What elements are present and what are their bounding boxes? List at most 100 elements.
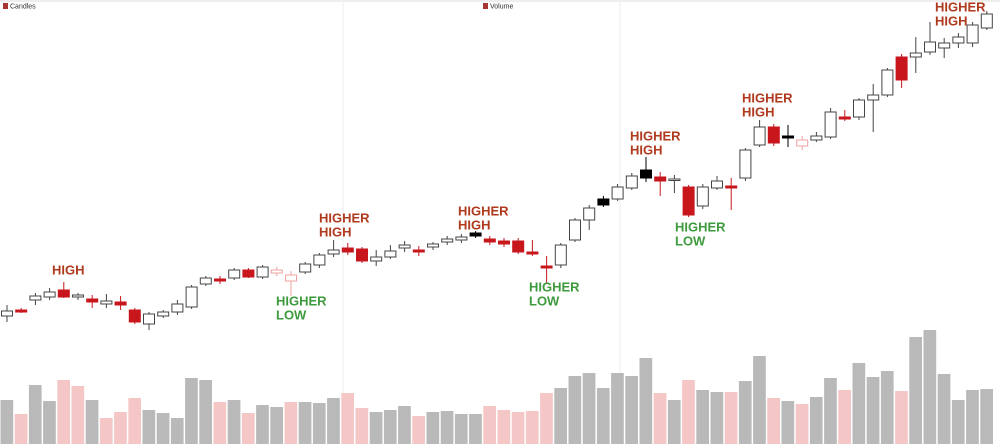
volume-bar <box>156 413 170 444</box>
volume-bar <box>469 414 482 444</box>
annotation: HIGHER <box>742 91 793 106</box>
volume-bar <box>14 414 28 444</box>
volume-bar <box>383 410 397 444</box>
annotation: HIGHER <box>319 211 370 226</box>
candle-body <box>384 250 397 258</box>
volume-bar <box>682 380 695 444</box>
candle-body <box>824 111 837 138</box>
volume-bar <box>809 397 823 444</box>
volume-bar <box>213 402 227 444</box>
volume-bar <box>568 376 582 444</box>
volume-bar <box>781 401 795 444</box>
candle-body <box>100 300 113 305</box>
annotation: LOW <box>276 308 307 323</box>
volume-bar <box>369 412 383 444</box>
candle-body <box>43 291 56 298</box>
annotation: LOW <box>529 294 560 309</box>
candle-body <box>767 126 780 144</box>
annotation: HIGH <box>458 218 491 233</box>
annotation: HIGHER <box>458 204 509 219</box>
candle-body <box>583 207 596 221</box>
volume-bar <box>398 406 411 444</box>
volume-bar <box>966 390 979 444</box>
annotation: HIGH <box>742 105 775 120</box>
volume-bar <box>298 402 312 444</box>
volume-bar <box>866 377 880 444</box>
volume-bar <box>838 390 851 444</box>
volume-bar <box>0 400 14 444</box>
candle-body <box>924 41 936 53</box>
volume-bar <box>724 392 738 444</box>
volume-bar <box>582 373 596 444</box>
volume-bar <box>937 374 951 444</box>
volume-bar <box>951 400 965 444</box>
candle-body <box>427 243 439 248</box>
candle-body <box>526 251 539 255</box>
candle-body <box>29 295 42 301</box>
volume-bar <box>852 363 866 444</box>
pane-icon <box>483 3 488 9</box>
annotation: HIGH <box>52 263 85 278</box>
volume-bar <box>114 412 127 444</box>
candle-body <box>356 248 368 262</box>
candle-body <box>57 289 70 298</box>
annotation: LOW <box>675 234 706 249</box>
candle-body <box>228 269 241 279</box>
volume-bar <box>980 389 993 444</box>
annotation: HIGHER <box>630 129 681 144</box>
candle-body <box>86 298 99 303</box>
volume-bar <box>909 337 922 444</box>
volume-bar <box>57 380 70 444</box>
candle-body <box>412 249 425 253</box>
volume-bar <box>710 392 724 444</box>
candle-body <box>256 266 269 278</box>
volume-bar <box>596 388 610 444</box>
candle-body <box>370 256 383 262</box>
candle-body <box>796 139 809 147</box>
volume-bar <box>28 385 42 444</box>
candle-body <box>895 56 908 81</box>
volume-bar <box>440 411 454 444</box>
candle-body <box>569 219 581 241</box>
candle-body <box>867 94 880 101</box>
candle-body <box>242 269 255 278</box>
candle-body <box>313 254 326 266</box>
candle-body <box>512 240 525 253</box>
candle-body <box>711 180 723 189</box>
candle-body <box>668 178 681 181</box>
volume-bar <box>128 398 141 444</box>
annotation: HIGH <box>319 225 352 240</box>
candle-body <box>72 294 84 298</box>
annotation: HIGHER <box>529 280 580 295</box>
candle-body <box>597 198 610 206</box>
volume-bar <box>327 398 340 444</box>
candle-body <box>143 313 155 325</box>
volume-bar <box>199 380 212 444</box>
candle-body <box>782 135 794 139</box>
volume-bar <box>241 413 255 444</box>
candle-body <box>1 310 13 317</box>
volume-bar <box>824 378 837 444</box>
candle-body <box>810 135 823 141</box>
volume-bar <box>284 402 298 444</box>
candle-body <box>214 278 226 282</box>
volume-bar <box>767 398 780 444</box>
candle-body <box>327 249 340 255</box>
volume-bar <box>426 412 440 444</box>
volume-bar <box>312 403 326 444</box>
annotation: HIGH <box>630 143 663 158</box>
candle-body <box>398 244 411 249</box>
volume-bar <box>667 400 681 444</box>
candle-body <box>199 277 212 285</box>
annotation: HIGHER <box>935 0 986 15</box>
candle-body <box>938 42 951 49</box>
candle-body <box>909 52 922 58</box>
volume-bar <box>611 373 624 444</box>
pane-icon <box>3 3 8 9</box>
candle-body <box>625 175 638 189</box>
volume-bar <box>525 411 539 444</box>
candle-body <box>980 13 993 29</box>
volume-bar <box>625 376 638 444</box>
